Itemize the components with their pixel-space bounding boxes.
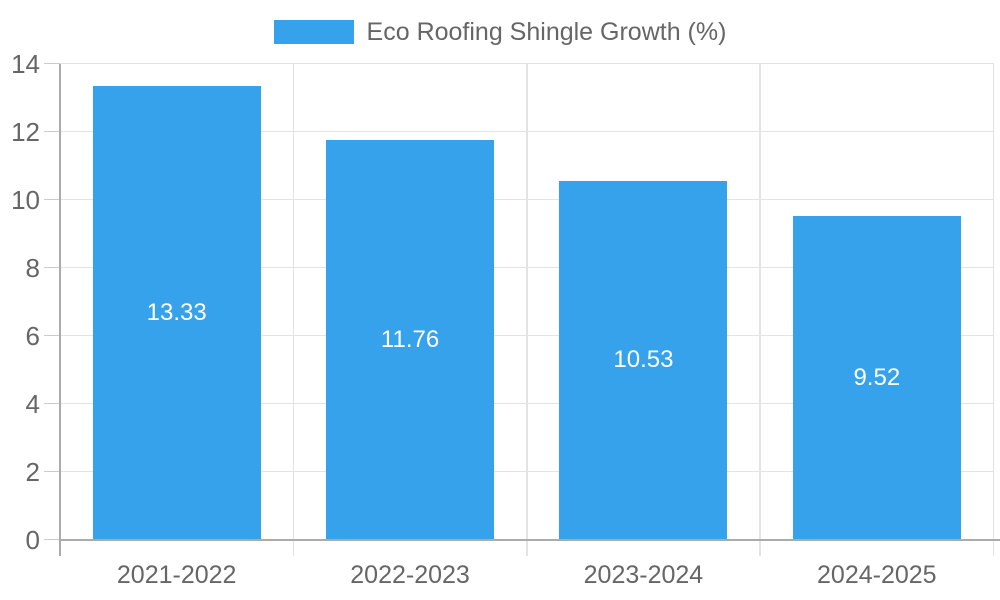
y-axis-tick xyxy=(44,334,60,337)
bar-value-label: 11.76 xyxy=(380,325,440,353)
bar xyxy=(326,139,495,540)
y-axis-line xyxy=(59,63,61,556)
y-axis-tick xyxy=(44,266,60,269)
y-axis-tick xyxy=(44,470,60,473)
x-gridline xyxy=(759,63,761,556)
y-axis-tick xyxy=(44,130,60,133)
y-axis-tick xyxy=(44,402,60,405)
x-axis-tick-label: 2021-2022 xyxy=(116,561,237,589)
x-axis-tick-label: 2024-2025 xyxy=(817,561,937,589)
x-gridline xyxy=(526,63,528,556)
bar xyxy=(559,181,728,540)
y-axis-tick-label: 8 xyxy=(25,252,40,283)
y-axis-tick-label: 0 xyxy=(25,524,40,555)
bar-value-label: 13.33 xyxy=(146,298,207,326)
bar xyxy=(92,86,261,540)
y-axis-tick xyxy=(44,198,60,201)
x-gridline xyxy=(992,63,995,556)
x-axis-tick-label: 2023-2024 xyxy=(583,561,704,589)
x-gridline xyxy=(292,63,295,556)
y-axis-tick xyxy=(44,62,60,65)
x-axis-line xyxy=(60,538,1000,541)
legend[interactable]: Eco Roofing Shingle Growth (%) xyxy=(0,19,1000,45)
y-axis-tick xyxy=(44,538,60,541)
y-axis-tick-label: 2 xyxy=(25,456,40,487)
bar-value-label: 10.53 xyxy=(613,346,674,374)
x-axis-tick-label: 2022-2023 xyxy=(350,561,470,589)
y-axis-tick-label: 6 xyxy=(25,320,40,351)
y-axis-tick-label: 10 xyxy=(11,184,40,215)
y-axis-tick-label: 12 xyxy=(11,116,40,147)
legend-label: Eco Roofing Shingle Growth (%) xyxy=(366,18,727,46)
legend-swatch-icon xyxy=(273,20,354,44)
y-axis-tick-label: 4 xyxy=(25,388,40,419)
bar xyxy=(792,215,961,540)
bar-value-label: 9.52 xyxy=(853,363,901,391)
y-axis-tick-label: 14 xyxy=(11,48,40,79)
